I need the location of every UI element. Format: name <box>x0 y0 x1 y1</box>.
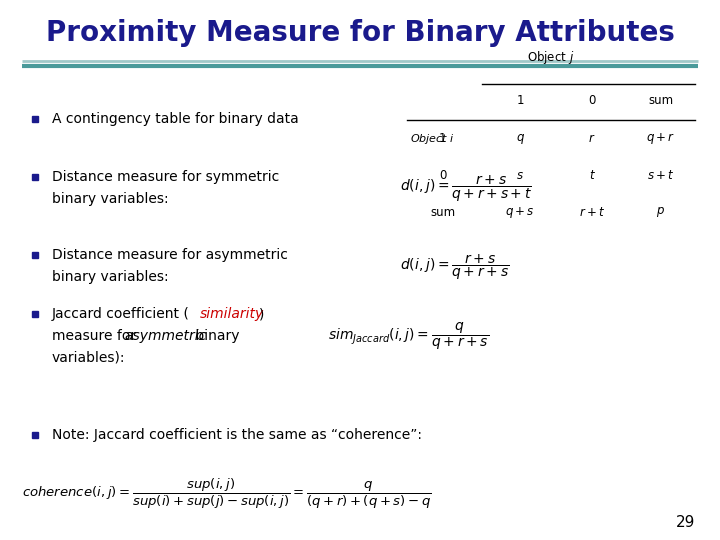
Text: Object $j$: Object $j$ <box>527 49 575 66</box>
Text: Proximity Measure for Binary Attributes: Proximity Measure for Binary Attributes <box>45 19 675 47</box>
Text: $r+t$: $r+t$ <box>579 206 606 219</box>
Text: Jaccard coefficient (: Jaccard coefficient ( <box>52 307 189 321</box>
Text: similarity: similarity <box>199 307 264 321</box>
Text: $sim_{Jaccard}(i,j) = \dfrac{q}{q+r+s}$: $sim_{Jaccard}(i,j) = \dfrac{q}{q+r+s}$ <box>328 320 489 352</box>
Text: Distance measure for symmetric: Distance measure for symmetric <box>52 170 279 184</box>
Text: Distance measure for asymmetric: Distance measure for asymmetric <box>52 248 288 262</box>
Text: 0: 0 <box>439 169 446 182</box>
Text: Note: Jaccard coefficient is the same as “coherence”:: Note: Jaccard coefficient is the same as… <box>52 428 422 442</box>
Text: ): ) <box>259 307 264 321</box>
Text: binary variables:: binary variables: <box>52 192 168 206</box>
Text: Object $i$: Object $i$ <box>410 132 455 146</box>
Text: A contingency table for binary data: A contingency table for binary data <box>52 112 299 126</box>
Text: $q+r$: $q+r$ <box>646 131 675 146</box>
Text: $s+t$: $s+t$ <box>647 169 675 182</box>
Text: measure for: measure for <box>52 329 140 343</box>
Text: $q$: $q$ <box>516 132 525 146</box>
Text: sum: sum <box>431 206 455 219</box>
Text: $d(i,j) = \dfrac{r+s}{q+r+s}$: $d(i,j) = \dfrac{r+s}{q+r+s}$ <box>400 253 509 282</box>
Text: variables):: variables): <box>52 350 125 365</box>
Text: $coherence(i,j) = \dfrac{sup(i,j)}{sup(i)+sup(j)-sup(i,j)} = \dfrac{q}{(q+r)+(q+: $coherence(i,j) = \dfrac{sup(i,j)}{sup(i… <box>22 477 431 511</box>
Text: 29: 29 <box>675 515 695 530</box>
Text: $p$: $p$ <box>656 205 665 219</box>
Text: 0: 0 <box>588 94 596 107</box>
Text: $q+s$: $q+s$ <box>505 205 535 220</box>
Text: $t$: $t$ <box>589 169 595 182</box>
Text: 1: 1 <box>439 132 446 145</box>
Text: asymmetric: asymmetric <box>125 329 207 343</box>
Text: 1: 1 <box>516 94 524 107</box>
Text: $d(i,j) = \dfrac{r+s}{q+r+s+t}$: $d(i,j) = \dfrac{r+s}{q+r+s+t}$ <box>400 174 532 204</box>
Text: binary variables:: binary variables: <box>52 270 168 284</box>
Text: $s$: $s$ <box>516 169 524 182</box>
Text: $r$: $r$ <box>588 132 596 145</box>
Text: sum: sum <box>648 94 673 107</box>
Text: binary: binary <box>191 329 239 343</box>
